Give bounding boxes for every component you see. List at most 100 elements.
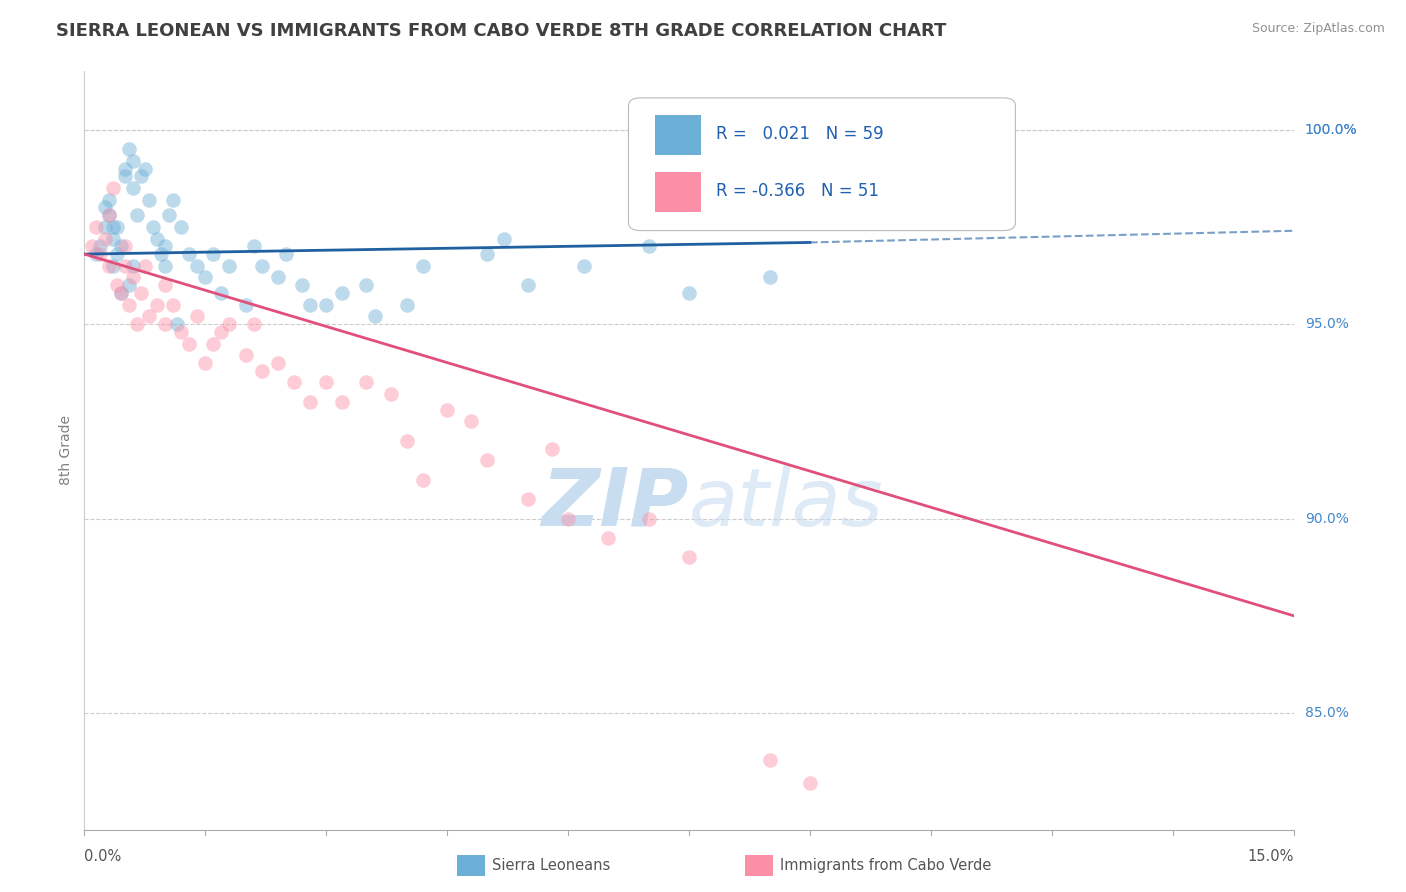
- Point: [97, 208, 120, 222]
- Point: [138, 193, 160, 207]
- Point: [101, 231, 124, 245]
- Point: [291, 278, 314, 293]
- Point: [134, 259, 156, 273]
- Point: [121, 153, 143, 168]
- Point: [93, 201, 115, 215]
- Point: [162, 298, 184, 312]
- Text: Sierra Leoneans: Sierra Leoneans: [492, 858, 610, 872]
- Point: [516, 278, 538, 293]
- Point: [101, 219, 124, 234]
- Text: R = -0.366   N = 51: R = -0.366 N = 51: [716, 182, 879, 200]
- Point: [110, 239, 132, 253]
- Bar: [655, 172, 702, 211]
- Text: R =   0.021   N = 59: R = 0.021 N = 59: [716, 125, 883, 144]
- Point: [114, 239, 136, 253]
- Point: [637, 239, 659, 253]
- Point: [363, 310, 385, 324]
- Text: 95.0%: 95.0%: [1305, 317, 1348, 331]
- Point: [209, 285, 232, 300]
- Point: [436, 402, 458, 417]
- Point: [153, 278, 176, 293]
- Point: [121, 270, 143, 285]
- Point: [179, 336, 201, 351]
- Point: [162, 193, 184, 207]
- Point: [110, 285, 132, 300]
- Text: 100.0%: 100.0%: [1305, 123, 1357, 136]
- Point: [146, 298, 169, 312]
- Point: [250, 259, 273, 273]
- Point: [86, 247, 108, 261]
- Point: [242, 317, 264, 331]
- Point: [170, 219, 193, 234]
- Point: [186, 259, 208, 273]
- Point: [758, 753, 780, 767]
- Point: [121, 259, 143, 273]
- Point: [118, 278, 141, 293]
- Point: [153, 239, 176, 253]
- Point: [412, 473, 434, 487]
- Point: [330, 285, 353, 300]
- Point: [572, 259, 595, 273]
- Point: [477, 453, 499, 467]
- Point: [97, 193, 120, 207]
- Bar: [655, 115, 702, 155]
- Point: [101, 259, 124, 273]
- Point: [412, 259, 434, 273]
- Point: [110, 285, 132, 300]
- Point: [395, 298, 418, 312]
- Point: [202, 336, 225, 351]
- Point: [121, 181, 143, 195]
- Point: [134, 161, 156, 176]
- Text: 85.0%: 85.0%: [1305, 706, 1348, 720]
- Point: [129, 169, 152, 184]
- Text: Source: ZipAtlas.com: Source: ZipAtlas.com: [1251, 22, 1385, 36]
- Point: [218, 259, 240, 273]
- Point: [250, 364, 273, 378]
- Point: [330, 395, 353, 409]
- Point: [125, 208, 148, 222]
- Point: [380, 387, 402, 401]
- Text: 90.0%: 90.0%: [1305, 511, 1348, 525]
- Point: [105, 219, 128, 234]
- Point: [153, 317, 176, 331]
- Point: [194, 270, 217, 285]
- Point: [179, 247, 201, 261]
- Point: [194, 356, 217, 370]
- Point: [89, 239, 111, 253]
- Point: [637, 511, 659, 525]
- Point: [157, 208, 180, 222]
- Point: [235, 298, 257, 312]
- Point: [129, 285, 152, 300]
- Point: [114, 169, 136, 184]
- Point: [153, 259, 176, 273]
- Point: [149, 247, 172, 261]
- Point: [138, 310, 160, 324]
- Point: [114, 259, 136, 273]
- Point: [356, 278, 378, 293]
- Text: SIERRA LEONEAN VS IMMIGRANTS FROM CABO VERDE 8TH GRADE CORRELATION CHART: SIERRA LEONEAN VS IMMIGRANTS FROM CABO V…: [56, 22, 946, 40]
- Point: [142, 219, 165, 234]
- Point: [299, 298, 322, 312]
- Point: [315, 298, 337, 312]
- Point: [758, 270, 780, 285]
- Point: [93, 231, 115, 245]
- Point: [492, 231, 515, 245]
- Point: [460, 414, 482, 428]
- Point: [283, 376, 305, 390]
- Text: Immigrants from Cabo Verde: Immigrants from Cabo Verde: [780, 858, 991, 872]
- Point: [93, 219, 115, 234]
- Y-axis label: 8th Grade: 8th Grade: [59, 416, 73, 485]
- Point: [125, 317, 148, 331]
- Point: [114, 161, 136, 176]
- Text: 15.0%: 15.0%: [1247, 849, 1294, 864]
- Point: [101, 181, 124, 195]
- Point: [799, 776, 821, 790]
- Point: [209, 325, 232, 339]
- Point: [86, 219, 108, 234]
- Point: [218, 317, 240, 331]
- Text: atlas: atlas: [689, 465, 884, 542]
- Point: [267, 270, 290, 285]
- Point: [118, 142, 141, 156]
- Point: [299, 395, 322, 409]
- Point: [235, 348, 257, 362]
